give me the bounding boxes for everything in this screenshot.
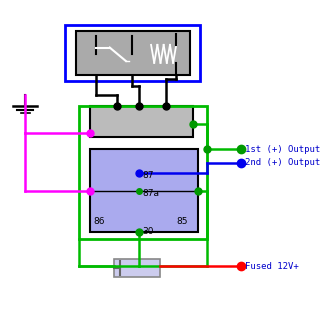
- Text: Fused 12V+: Fused 12V+: [244, 262, 298, 271]
- Bar: [79, 106, 207, 239]
- Text: 30: 30: [142, 227, 154, 236]
- Text: 87: 87: [142, 171, 154, 180]
- Bar: [76, 31, 190, 75]
- Bar: [90, 106, 193, 137]
- Text: 2nd (+) Output: 2nd (+) Output: [244, 158, 320, 167]
- Bar: [114, 259, 160, 277]
- Text: 85: 85: [176, 217, 188, 226]
- Text: 1st (+) Output: 1st (+) Output: [244, 145, 320, 154]
- Text: 87a: 87a: [142, 189, 159, 198]
- Text: 86: 86: [94, 217, 105, 226]
- Bar: [65, 25, 200, 81]
- Bar: [90, 149, 198, 232]
- Text: the12volt.com: the12volt.com: [105, 196, 186, 205]
